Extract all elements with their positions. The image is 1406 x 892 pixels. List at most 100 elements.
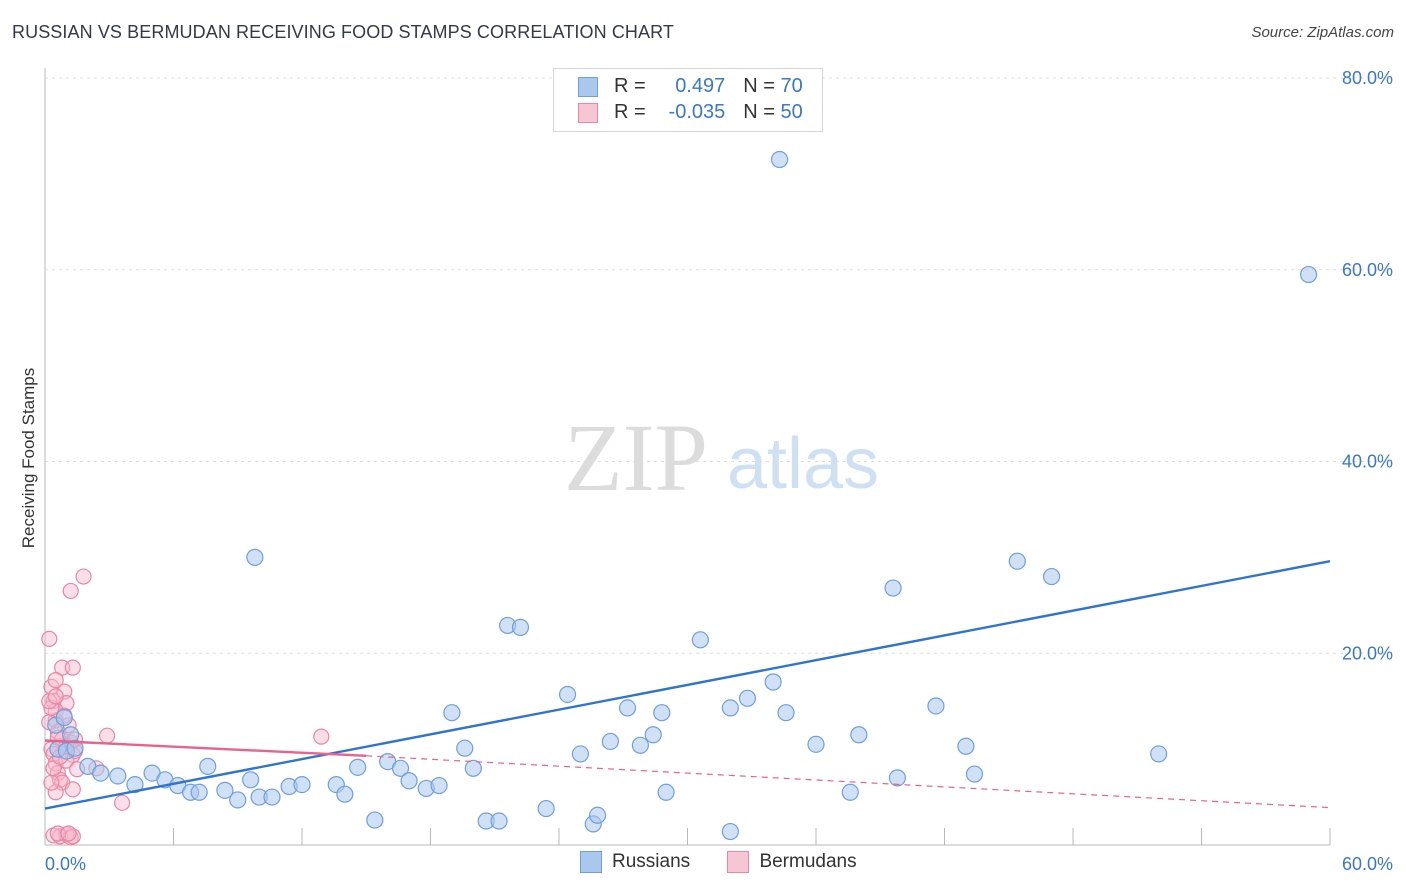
bermudans-point-35: [313, 728, 330, 745]
russians-point-29: [443, 704, 461, 722]
bermudans-point-45: [47, 671, 64, 689]
legend-item-russians[interactable]: Russians: [580, 851, 690, 873]
russians-n-label: N =: [743, 75, 775, 97]
bermudans-point-26: [99, 727, 116, 744]
bermudans-point-33: [60, 825, 77, 842]
bermudans-point-22: [64, 781, 81, 798]
russians-r-value: 0.497: [675, 75, 726, 97]
russians-point-62: [1042, 567, 1061, 586]
russians-point-13: [216, 781, 234, 799]
russians-point-6: [126, 775, 144, 794]
watermark-atlas: atlas: [727, 424, 879, 504]
russians-point-26: [400, 772, 418, 790]
tick-labels: 20.0% 40.0% 60.0% 80.0% 0.0% 60.0%: [45, 68, 1393, 874]
bermudans-trendline-solid-1: [44, 739, 367, 758]
watermark: ZIP atlas: [564, 404, 879, 511]
russians-point-36: [537, 799, 555, 818]
russians-point-37: [558, 685, 577, 704]
bermudans-n-value: 50: [780, 101, 803, 123]
russians-point-38: [571, 745, 590, 763]
russians-point-17: [263, 788, 281, 806]
russians-point-4: [92, 764, 110, 782]
x-tick-label-max: 60.0%: [1342, 854, 1393, 874]
y-axis-label: Receiving Food Stamps: [19, 368, 38, 548]
series-legend: Russians Bermudans: [580, 851, 889, 873]
russians-point-5: [109, 767, 127, 785]
russians-point-65: [770, 150, 789, 169]
russians-point-45: [653, 704, 671, 722]
russians-point-28: [430, 776, 448, 795]
russians-point-33: [490, 812, 508, 830]
bermudans-point-24: [75, 568, 92, 585]
russians-point-64: [246, 548, 264, 566]
russians-point-15: [242, 771, 260, 789]
russians-point-69: [66, 739, 84, 757]
legend-label-russians: Russians: [612, 851, 691, 873]
russians-point-43: [631, 736, 649, 754]
russians-points: [47, 150, 1318, 841]
russians-point-44: [644, 726, 662, 744]
russians-point-41: [601, 732, 620, 751]
russians-point-22: [349, 758, 367, 776]
russians-point-53: [807, 735, 825, 753]
russians-swatch: [578, 76, 598, 97]
source-label: Source: ZipAtlas.com: [1251, 24, 1394, 41]
russians-point-63: [1150, 745, 1168, 763]
bermudans-point-11: [47, 784, 64, 801]
russians-point-49: [721, 699, 739, 717]
legend-row-bermudans: R = -0.035 N = 50: [578, 101, 803, 125]
russians-point-30: [456, 739, 474, 757]
russians-point-59: [957, 737, 975, 755]
chart-title: RUSSIAN VS BERMUDAN RECEIVING FOOD STAMP…: [12, 22, 674, 42]
correlation-legend: R = 0.497 N = 70 R = -0.035 N = 50: [553, 68, 823, 132]
russians-point-50: [738, 689, 757, 707]
russians-point-19: [293, 775, 311, 794]
russians-n-value: 70: [780, 75, 803, 97]
russians-point-66: [1299, 265, 1318, 284]
russians-point-23: [366, 811, 384, 829]
russians-point-14: [229, 791, 247, 809]
y-tick-label-1: 40.0%: [1342, 452, 1393, 472]
russians-point-51: [764, 673, 782, 691]
russians-point-11: [190, 783, 208, 801]
legend-row-russians: R = 0.497 N = 70: [578, 75, 803, 99]
y-tick-label-2: 60.0%: [1342, 260, 1393, 280]
y-tick-label-0: 20.0%: [1342, 643, 1393, 663]
legend-item-bermudans[interactable]: Bermudans: [727, 851, 857, 873]
russians-point-61: [1008, 552, 1026, 570]
bermudans-points: [41, 568, 330, 846]
russians-point-54: [841, 783, 859, 801]
bermudans-point-36: [43, 774, 60, 791]
y-tick-label-3: 80.0%: [1342, 68, 1393, 88]
bermudans-point-18: [64, 659, 81, 676]
bermudans-n-label: N =: [743, 101, 775, 123]
russians-point-21: [336, 785, 354, 803]
russians-point-58: [927, 697, 945, 715]
russians-r-label: R =: [614, 75, 646, 97]
russians-point-35: [511, 618, 530, 636]
russians-point-12: [199, 757, 217, 775]
bermudans-r-value: -0.035: [668, 101, 726, 123]
legend-swatch-bermudans: [727, 851, 750, 873]
russians-point-52: [777, 704, 795, 722]
russians-point-40: [588, 806, 607, 824]
russians-point-31: [464, 759, 482, 777]
bermudans-point-0: [41, 630, 58, 647]
russians-point-42: [618, 699, 637, 717]
trendlines: [44, 560, 1331, 810]
bermudans-swatch: [578, 102, 598, 123]
watermark-zip: ZIP: [564, 404, 708, 511]
russians-trendline-solid-0: [44, 560, 1331, 810]
x-tick-label-min: 0.0%: [45, 854, 86, 874]
legend-swatch-russians: [580, 851, 602, 873]
bermudans-point-34: [113, 794, 131, 811]
russians-point-60: [965, 765, 984, 783]
russians-point-46: [657, 783, 675, 801]
russians-point-47: [691, 631, 709, 649]
russians-point-25: [391, 759, 410, 777]
legend-label-bermudans: Bermudans: [759, 851, 857, 873]
russians-point-68: [55, 708, 73, 727]
russians-point-56: [884, 579, 902, 597]
bermudans-trendline-dashed-2: [366, 755, 1331, 809]
